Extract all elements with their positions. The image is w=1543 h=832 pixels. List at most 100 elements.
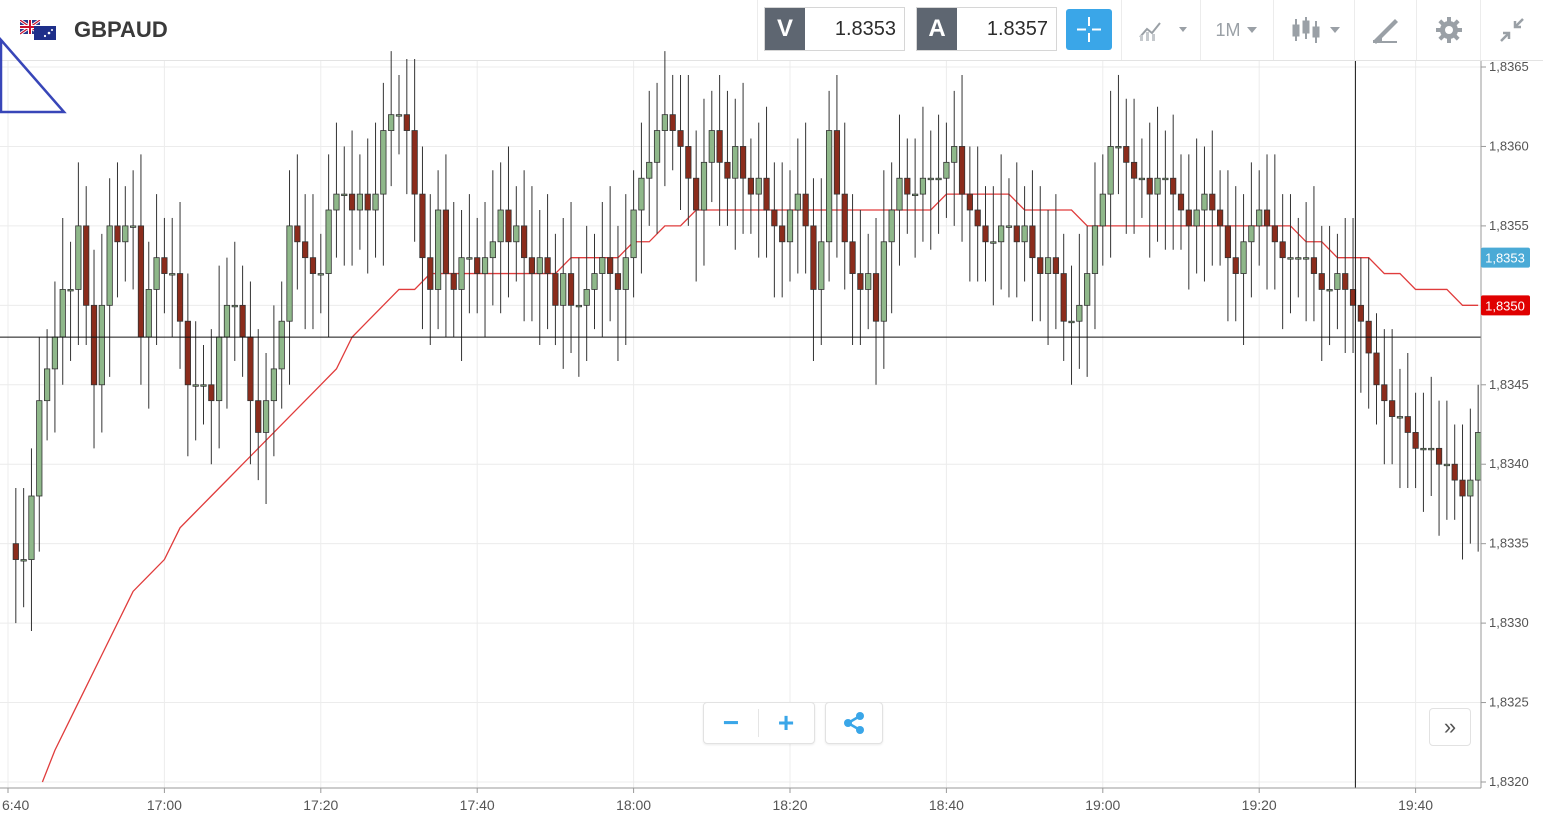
bullish-candle: [20, 488, 27, 608]
candle-body: [1256, 209, 1263, 227]
candle-body: [700, 161, 708, 211]
collapse-button[interactable]: [1490, 8, 1534, 52]
candle-body: [1138, 177, 1145, 181]
candle-body: [106, 225, 113, 306]
bearish-candle: [1052, 194, 1059, 330]
bullish-candle: [1193, 138, 1200, 274]
y-tick-label: 1,8365: [1489, 59, 1529, 74]
candle-body: [1217, 209, 1224, 227]
candle-body: [865, 273, 872, 290]
candle-body: [935, 177, 942, 181]
candle-body: [223, 304, 231, 338]
zoom-in-button[interactable]: +: [777, 707, 795, 738]
bearish-candle: [669, 74, 676, 171]
drawing-triangle[interactable]: [0, 36, 67, 114]
candle-body: [607, 257, 614, 274]
bearish-candle: [442, 154, 450, 338]
candle-body: [98, 304, 105, 386]
bullish-candle: [1201, 146, 1208, 282]
candle-body: [521, 225, 528, 259]
bearish-candle: [966, 146, 973, 282]
bullish-candle: [75, 162, 82, 346]
bid-price-box[interactable]: V 1.8353: [764, 7, 905, 51]
candle-body: [888, 209, 895, 243]
candle-body: [1334, 273, 1341, 290]
candle-body: [1420, 447, 1427, 451]
bearish-candle: [724, 90, 731, 226]
candle-body: [427, 257, 434, 290]
bullish-candle: [380, 82, 387, 266]
chevron-down-icon: [1246, 27, 1257, 33]
candle-body: [1146, 177, 1153, 195]
settings-button[interactable]: [1426, 8, 1472, 52]
bullish-candle: [262, 353, 270, 504]
ask-price-box[interactable]: A 1.8357: [916, 7, 1057, 51]
chart-type-button[interactable]: [1130, 8, 1194, 52]
candle-body: [325, 209, 332, 274]
bearish-candle: [958, 74, 966, 242]
timeframe-button[interactable]: 1M: [1206, 8, 1268, 52]
zoom-out-button[interactable]: −: [722, 707, 740, 738]
bullish-candle: [794, 138, 801, 274]
candles-button[interactable]: [1282, 8, 1348, 52]
candle-body: [880, 241, 887, 322]
bearish-candle: [771, 162, 778, 298]
candle-body: [1154, 177, 1161, 195]
candle-body: [51, 336, 59, 370]
bearish-candle: [12, 488, 19, 624]
bullish-candle: [28, 448, 35, 632]
candle-body: [826, 130, 833, 243]
candle-body: [716, 130, 723, 163]
bearish-candle: [1037, 186, 1044, 322]
scroll-to-end-button[interactable]: »: [1429, 708, 1471, 746]
candle-body: [28, 495, 35, 560]
y-tick-label: 1,8320: [1489, 774, 1529, 789]
bearish-candle: [693, 130, 700, 282]
bearish-candle: [239, 265, 246, 377]
bearish-candle: [1342, 217, 1349, 353]
candle-body: [411, 130, 418, 195]
candle-body: [176, 273, 184, 322]
candle-body: [951, 146, 958, 163]
bullish-candle: [223, 257, 231, 409]
bullish-candle: [912, 138, 919, 258]
candle-body: [1295, 257, 1302, 260]
bullish-candle: [888, 162, 895, 314]
candle-body: [818, 241, 825, 290]
candle-body: [44, 368, 51, 402]
y-tick-label: 1,8340: [1489, 456, 1529, 471]
bullish-candle: [599, 202, 606, 338]
crosshair-button[interactable]: [1066, 9, 1112, 50]
bearish-candle: [779, 162, 786, 298]
candle-body: [779, 225, 786, 243]
bearish-candle: [184, 273, 191, 457]
candle-body: [1404, 416, 1411, 433]
bullish-candle: [169, 217, 176, 338]
candle-body: [583, 289, 590, 306]
candle-body: [912, 193, 919, 197]
candle-body: [998, 225, 1005, 243]
bullish-candle: [231, 241, 238, 361]
candle-body: [1248, 225, 1255, 243]
share-button[interactable]: [825, 702, 883, 744]
candle-body: [1130, 161, 1138, 179]
candle-body: [216, 336, 223, 402]
bearish-candle: [739, 82, 747, 234]
bullish-candle: [622, 194, 629, 346]
candle-body: [630, 209, 637, 259]
bearish-candle: [1177, 154, 1185, 250]
timeframe-label: 1M: [1215, 19, 1241, 40]
bearish-candle: [528, 186, 536, 322]
bearish-candle: [1263, 154, 1271, 290]
drawing-tools-button[interactable]: [1362, 8, 1408, 52]
bullish-candle: [395, 74, 403, 155]
candle-body: [638, 177, 645, 211]
bearish-candle: [849, 194, 856, 346]
candle-body: [395, 114, 403, 117]
candle-body: [481, 257, 489, 274]
bearish-candle: [208, 329, 215, 465]
candle-body: [208, 384, 215, 402]
bullish-candle: [1162, 130, 1169, 250]
candle-body: [1037, 257, 1044, 274]
